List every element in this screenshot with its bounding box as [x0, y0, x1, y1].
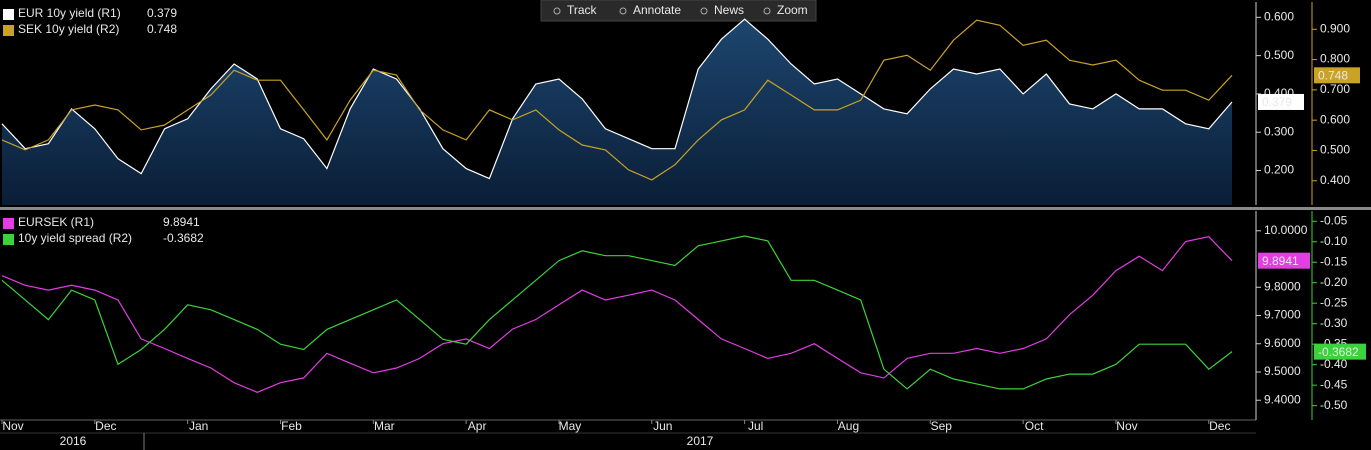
y2-tick-label: 0.600	[1320, 112, 1350, 126]
y2-tick-label: 0.800	[1320, 52, 1350, 66]
toolbar-icon	[700, 7, 708, 15]
legend-label: 10y yield spread (R2)	[18, 231, 132, 245]
x-year-label: 2016	[60, 434, 87, 448]
toolbar-icon	[619, 7, 627, 15]
x-tick-label: Nov	[1116, 419, 1137, 433]
y2-tick-label: 0.700	[1320, 82, 1350, 96]
y-tick-label: 10.0000	[1264, 223, 1308, 237]
legend-swatch	[3, 234, 14, 245]
x-tick-label: Jul	[748, 419, 763, 433]
legend-swatch	[3, 9, 14, 20]
y-tick-label: 9.6000	[1264, 336, 1301, 350]
y2-tick-label: -0.30	[1320, 316, 1348, 330]
y2-tick-label: -0.20	[1320, 275, 1348, 289]
toolbar-button[interactable]: Track	[567, 3, 598, 17]
y-tick-label: 0.200	[1264, 163, 1294, 177]
x-tick-label: Jun	[653, 419, 672, 433]
x-tick-label: Apr	[468, 419, 487, 433]
y2-tick-label: -0.50	[1320, 398, 1348, 412]
y-tick-label: 9.4000	[1264, 392, 1301, 406]
x-tick-label: Dec	[1209, 419, 1230, 433]
legend-value: 0.379	[147, 6, 177, 20]
y2-tick-label: -0.15	[1320, 254, 1348, 268]
line	[1, 19, 1233, 181]
x-tick-label: Oct	[1025, 419, 1044, 433]
y-tick-label: 9.5000	[1264, 364, 1301, 378]
legend-swatch	[3, 218, 14, 229]
toolbar-icon	[763, 7, 771, 15]
y2-tick-label: -0.05	[1320, 213, 1348, 227]
x-tick-label: Sep	[931, 419, 953, 433]
toolbar-button[interactable]: Annotate	[633, 3, 681, 17]
x-tick-label: Jan	[189, 419, 208, 433]
y2-tick-label: 0.900	[1320, 21, 1350, 35]
y-tick-label: 0.500	[1264, 48, 1294, 62]
y2-tick-label: -0.10	[1320, 234, 1348, 248]
y2-tick-label: -0.25	[1320, 295, 1348, 309]
toolbar-button[interactable]: Zoom	[777, 3, 808, 17]
legend-label: EURSEK (R1)	[18, 215, 94, 229]
legend-swatch	[3, 25, 14, 36]
line	[1, 236, 1233, 393]
x-tick-label: Mar	[374, 419, 395, 433]
legend-label: SEK 10y yield (R2)	[18, 22, 119, 36]
y-tick-label: 0.600	[1264, 9, 1294, 23]
toolbar-bg	[540, 0, 817, 22]
legend-value: 9.8941	[163, 215, 200, 229]
y2-tick-label: 0.400	[1320, 173, 1350, 187]
x-tick-label: Dec	[95, 419, 116, 433]
panel-divider	[0, 207, 1371, 210]
legend-value: -0.3682	[163, 231, 204, 245]
y-tick-label: 9.7000	[1264, 308, 1301, 322]
area	[2, 19, 1232, 206]
last-value-box	[1258, 252, 1310, 269]
line	[1, 235, 1233, 390]
y2-tick-label: 0.500	[1320, 143, 1350, 157]
line	[1, 18, 1233, 180]
y2-tick-label: -0.45	[1320, 377, 1348, 391]
legend-value: 0.748	[147, 22, 177, 36]
y-tick-label: 0.300	[1264, 124, 1294, 138]
x-tick-label: May	[559, 419, 582, 433]
toolbar-button[interactable]: News	[714, 3, 744, 17]
toolbar-icon	[553, 7, 561, 15]
last-value-label: 9.8941	[1262, 254, 1299, 268]
last-value-label: 0.379	[1262, 95, 1292, 109]
last-value-label: 0.748	[1318, 68, 1348, 82]
x-tick-label: Aug	[838, 419, 859, 433]
last-value-box	[1314, 343, 1366, 360]
y2-tick-label: -0.40	[1320, 357, 1348, 371]
y-tick-label: 9.8000	[1264, 279, 1301, 293]
x-year-label: 2017	[687, 434, 714, 448]
last-value-label: -0.3682	[1318, 345, 1359, 359]
last-value-box	[1258, 93, 1304, 110]
last-value-box	[1314, 67, 1360, 84]
legend-label: EUR 10y yield (R1)	[18, 6, 121, 20]
toolbar: Track Annotate News Zoom	[540, 0, 817, 22]
x-tick-label: Nov	[2, 419, 23, 433]
x-tick-label: Feb	[281, 419, 302, 433]
